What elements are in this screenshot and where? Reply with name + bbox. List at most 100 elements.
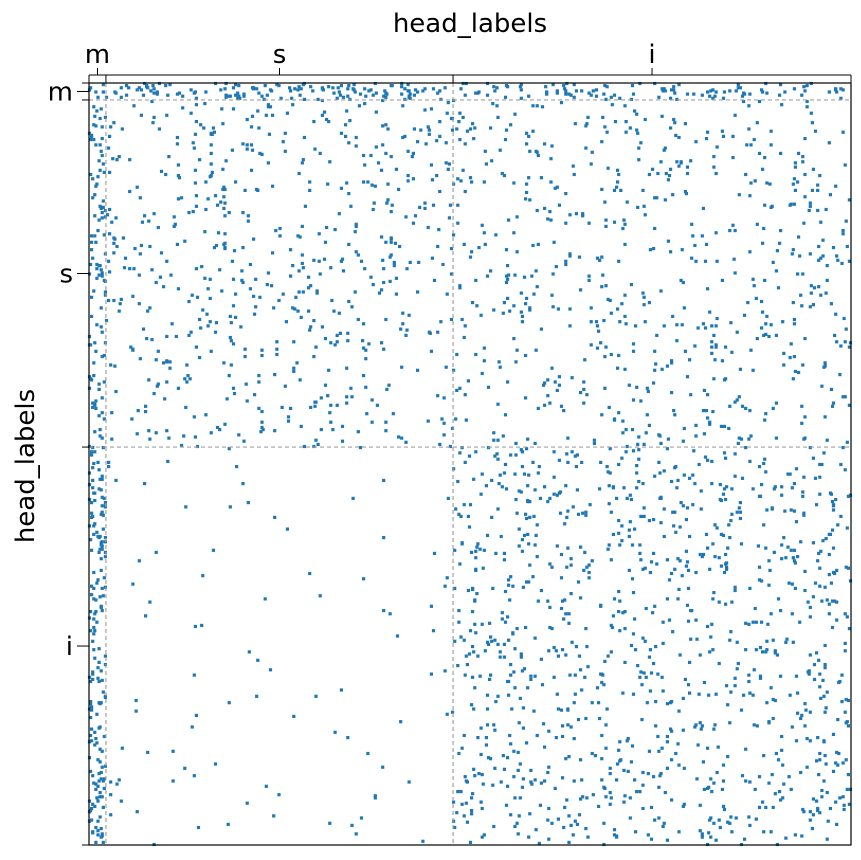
data-point <box>283 131 287 135</box>
data-point <box>663 791 667 795</box>
data-point <box>685 560 690 564</box>
data-point <box>590 751 594 756</box>
data-point <box>631 692 636 696</box>
data-point <box>309 405 313 409</box>
data-point <box>730 830 734 834</box>
data-point <box>503 138 508 142</box>
data-point <box>629 643 633 648</box>
data-point <box>504 803 509 807</box>
data-point <box>430 256 434 260</box>
data-point <box>606 297 610 301</box>
data-point <box>565 515 569 519</box>
data-point <box>701 206 705 210</box>
data-point <box>228 335 232 340</box>
data-point <box>90 314 94 318</box>
data-point <box>844 219 848 223</box>
data-point <box>773 651 777 655</box>
data-point <box>110 437 114 441</box>
data-point <box>714 171 718 176</box>
data-point <box>761 800 765 804</box>
data-point <box>100 609 104 613</box>
data-point <box>112 251 116 255</box>
data-point <box>524 625 528 630</box>
data-point <box>456 664 460 668</box>
data-point <box>642 671 646 675</box>
data-point <box>559 552 564 557</box>
data-point <box>816 183 820 187</box>
data-point <box>390 203 394 207</box>
data-point <box>110 411 114 415</box>
data-point <box>661 620 665 624</box>
data-point <box>168 366 172 370</box>
data-point <box>618 629 622 633</box>
data-point <box>772 487 776 491</box>
data-point <box>675 486 679 490</box>
data-point <box>89 610 93 614</box>
data-point <box>811 595 815 599</box>
data-point <box>313 147 317 151</box>
data-point <box>337 212 341 216</box>
data-point <box>599 341 603 345</box>
data-point <box>253 393 257 397</box>
data-point <box>480 472 484 476</box>
data-point <box>509 673 513 677</box>
data-point <box>259 430 263 434</box>
data-point <box>115 158 119 162</box>
data-point <box>198 317 202 322</box>
data-point <box>572 701 576 705</box>
data-point <box>137 302 141 306</box>
data-point <box>776 286 781 290</box>
data-point <box>93 214 97 218</box>
data-point <box>536 153 540 158</box>
data-point <box>800 421 804 425</box>
data-point <box>384 151 388 155</box>
data-point <box>660 114 664 118</box>
data-point <box>213 194 218 198</box>
data-point <box>472 707 476 711</box>
data-point <box>575 822 579 826</box>
data-point <box>595 346 600 350</box>
data-point <box>581 214 585 218</box>
data-point <box>677 135 681 140</box>
data-point <box>127 86 131 90</box>
data-point <box>769 129 773 133</box>
data-point <box>757 805 762 809</box>
data-point <box>468 503 473 507</box>
data-point <box>655 562 659 566</box>
data-point <box>699 727 703 731</box>
data-point <box>830 599 835 603</box>
data-point <box>416 140 420 144</box>
data-point <box>506 277 510 281</box>
data-point <box>208 296 212 300</box>
data-point <box>227 447 231 451</box>
data-point <box>564 92 568 96</box>
data-point <box>822 451 826 455</box>
data-point <box>584 827 588 831</box>
data-point <box>99 268 103 272</box>
data-point <box>584 510 588 514</box>
data-point <box>456 177 460 181</box>
data-point <box>318 594 322 598</box>
data-point <box>114 216 118 220</box>
data-point <box>307 309 311 313</box>
data-point <box>437 228 441 232</box>
data-point <box>345 109 349 113</box>
data-point <box>611 532 615 536</box>
data-point <box>726 755 730 759</box>
data-point <box>477 90 481 94</box>
data-point <box>604 746 608 750</box>
data-point <box>731 156 735 160</box>
data-point <box>660 367 664 371</box>
data-point <box>700 724 704 728</box>
data-point <box>823 585 827 589</box>
data-point <box>608 772 612 776</box>
data-point <box>652 247 656 251</box>
data-point <box>346 339 350 343</box>
data-point <box>256 188 260 192</box>
data-point <box>710 324 714 328</box>
data-point <box>208 175 212 179</box>
data-point <box>671 193 675 197</box>
data-point <box>150 338 154 342</box>
data-point <box>825 690 829 694</box>
data-point <box>137 559 141 563</box>
